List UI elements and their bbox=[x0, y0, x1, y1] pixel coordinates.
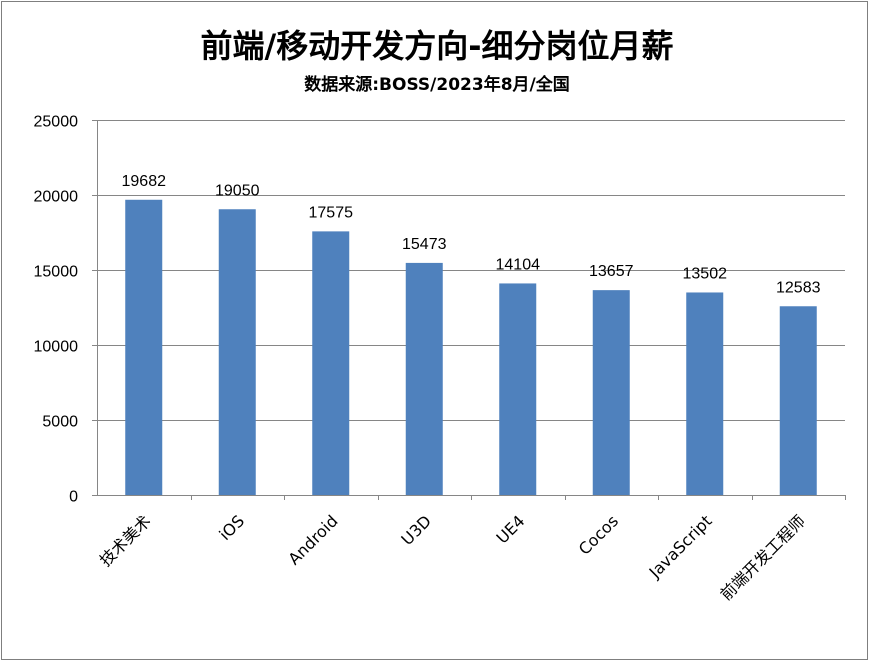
bar bbox=[686, 292, 724, 495]
x-category-label: 前端开发工程师 bbox=[716, 511, 809, 604]
x-category-label: 技术美术 bbox=[96, 511, 155, 570]
data-label: 15473 bbox=[402, 236, 447, 253]
y-tick-label: 20000 bbox=[34, 189, 79, 206]
bar bbox=[312, 231, 350, 495]
data-label: 12583 bbox=[776, 279, 821, 296]
bar bbox=[125, 199, 163, 495]
data-label: 19050 bbox=[215, 182, 260, 199]
x-axis-category-labels: 技术美术 iOS Android U3D UE4 Cocos JavaScript 前端开发工… bbox=[96, 511, 809, 604]
axes bbox=[92, 120, 846, 500]
y-tick-label: 10000 bbox=[34, 339, 79, 356]
bar bbox=[218, 209, 256, 495]
y-tick-label: 25000 bbox=[34, 114, 79, 131]
x-category-label: Cocos bbox=[575, 511, 622, 558]
x-category-label: U3D bbox=[397, 511, 435, 549]
data-label: 19682 bbox=[122, 173, 167, 190]
chart-title: 前端/移动开发方向-细分岗位月薪 bbox=[201, 27, 674, 65]
x-category-label: JavaScript bbox=[645, 511, 716, 582]
x-category-label: Android bbox=[284, 511, 341, 568]
data-label: 17575 bbox=[309, 204, 354, 221]
data-label: 13657 bbox=[589, 263, 634, 280]
bar bbox=[405, 262, 443, 495]
x-category-label: iOS bbox=[215, 511, 248, 544]
y-axis-ticks: 0 5000 10000 15000 20000 25000 bbox=[34, 114, 79, 506]
bar bbox=[499, 283, 537, 495]
bar bbox=[779, 306, 817, 495]
chart-subtitle: 数据来源:BOSS/2023年8月/全国 bbox=[304, 74, 570, 95]
x-category-label: UE4 bbox=[493, 511, 529, 547]
y-tick-label: 5000 bbox=[42, 414, 78, 431]
y-tick-label: 15000 bbox=[34, 264, 79, 281]
gridlines bbox=[97, 120, 845, 421]
bars bbox=[125, 199, 817, 495]
bar bbox=[592, 290, 630, 495]
data-label: 13502 bbox=[683, 265, 728, 282]
data-label: 14104 bbox=[496, 256, 541, 273]
y-tick-label: 0 bbox=[69, 489, 78, 506]
data-labels: 19682 19050 17575 15473 14104 13657 13502 12583 bbox=[122, 173, 821, 296]
